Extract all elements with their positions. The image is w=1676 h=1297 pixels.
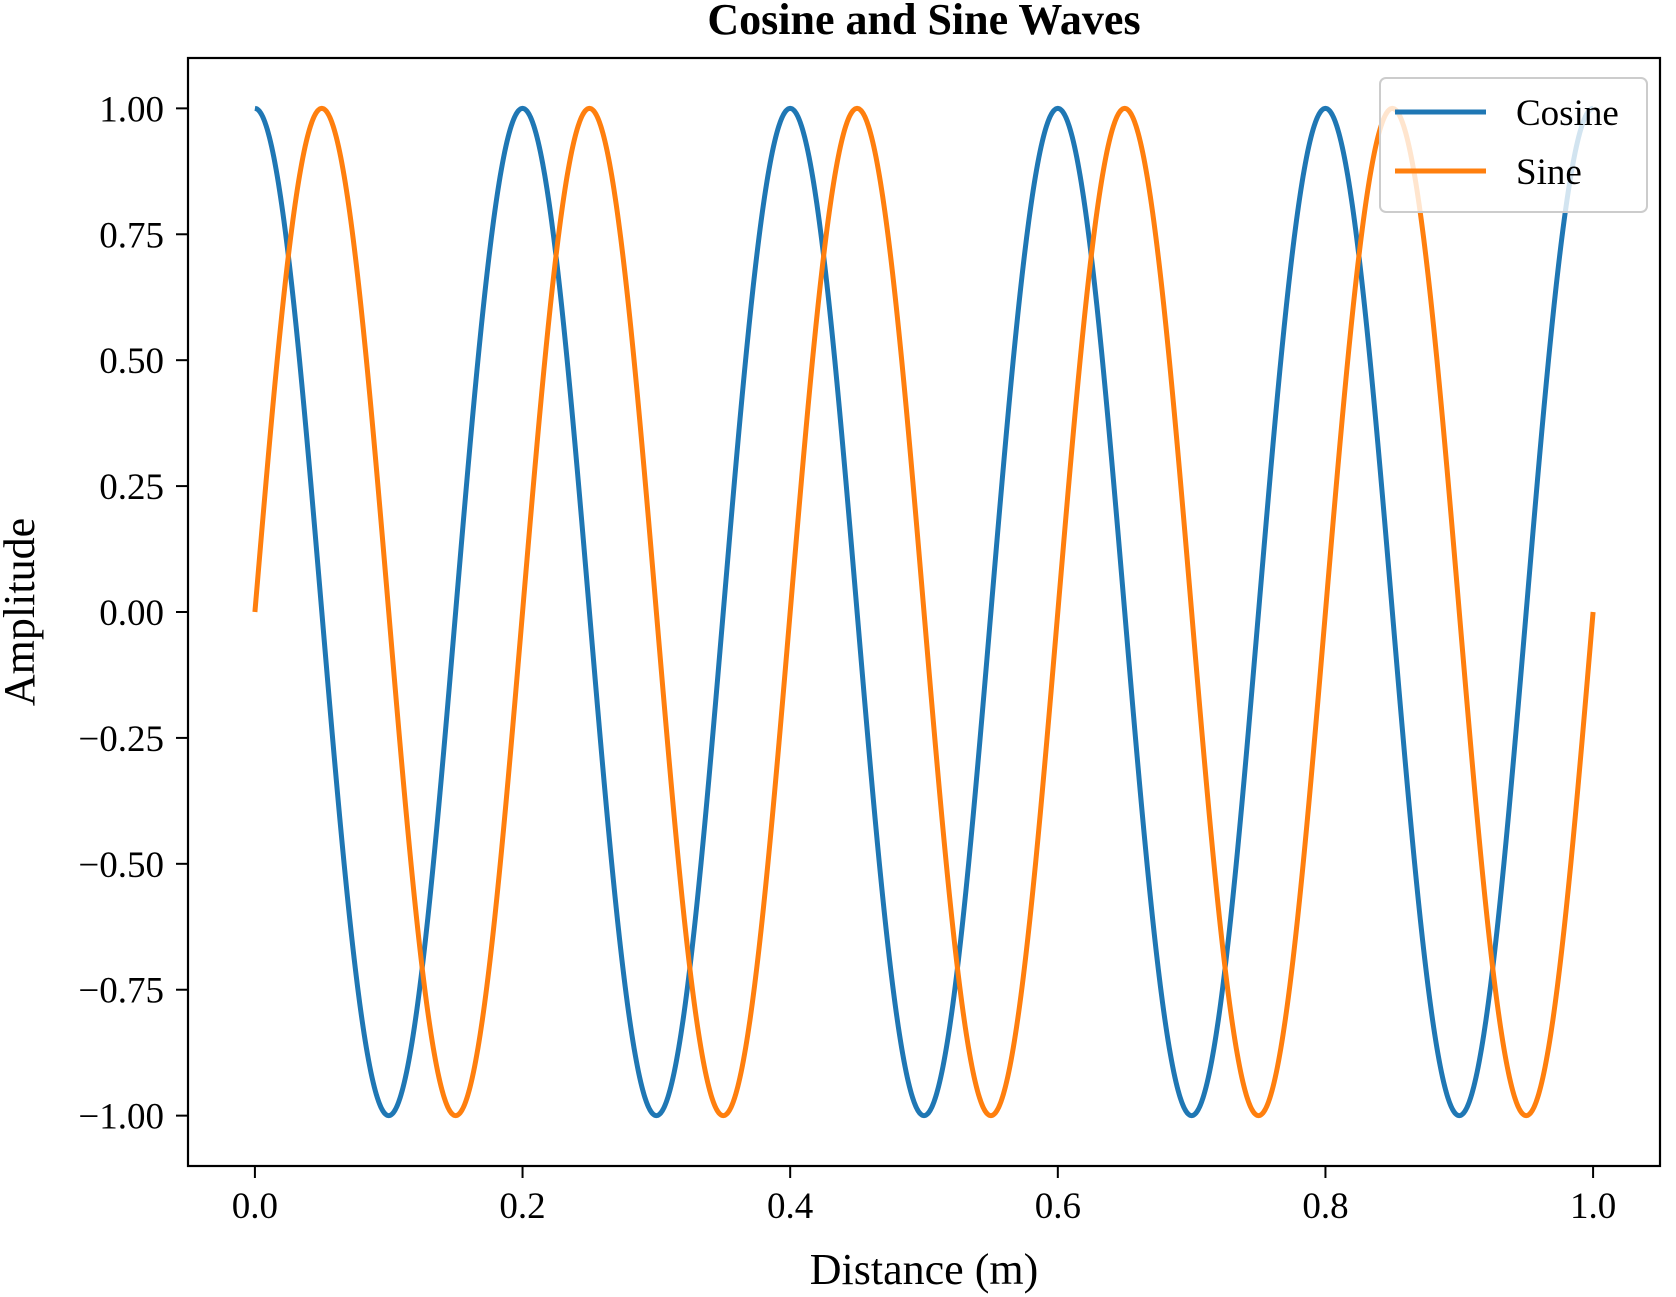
x-tick-label: 0.8: [1302, 1186, 1348, 1227]
legend-label-cosine: Cosine: [1516, 93, 1619, 134]
y-tick-label: 0.00: [99, 593, 164, 634]
y-axis-label: Amplitude: [0, 518, 44, 706]
y-tick-label: 0.75: [99, 215, 164, 256]
x-axis-label: Distance (m): [810, 1245, 1038, 1294]
x-tick-label: 0.6: [1035, 1186, 1081, 1227]
series-line-sine: [252, 105, 1596, 1119]
y-tick-label: −0.25: [78, 719, 164, 760]
y-tick-label: −1.00: [78, 1097, 164, 1138]
plot-area: [186, 56, 1662, 1168]
legend: Cosine Sine: [1379, 77, 1648, 213]
y-tick-label: 0.50: [99, 341, 164, 382]
chart-title: Cosine and Sine Waves: [707, 0, 1140, 44]
legend-label-sine: Sine: [1516, 152, 1582, 193]
y-tick-label: 0.25: [99, 467, 164, 508]
y-tick-label: −0.50: [78, 845, 164, 886]
y-tick-label: −0.75: [78, 971, 164, 1012]
y-axis-ticks: 1.00 0.75 0.50 0.25 0.00 −0.25 −0.50 −0.75 −1.00: [78, 89, 188, 1138]
x-tick-label: 1.0: [1570, 1186, 1616, 1227]
x-tick-label: 0.2: [499, 1186, 545, 1227]
x-axis-ticks: 0.0 0.2 0.4 0.6 0.8 1.0: [232, 1166, 1616, 1227]
series-layer: [252, 105, 1596, 1119]
x-tick-label: 0.0: [232, 1186, 278, 1227]
y-tick-label: 1.00: [99, 89, 164, 130]
x-tick-label: 0.4: [767, 1186, 813, 1227]
series-line-cosine: [253, 105, 1595, 1119]
legend-items: Cosine Sine: [1395, 93, 1619, 193]
